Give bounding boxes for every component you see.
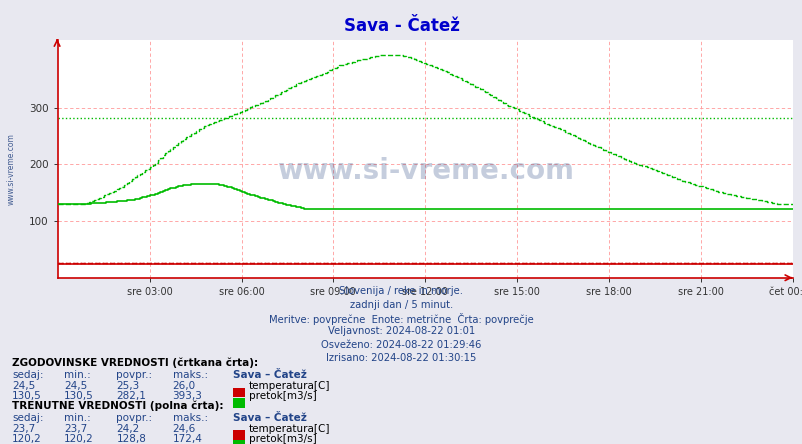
Text: Osveženo: 2024-08-22 01:29:46: Osveženo: 2024-08-22 01:29:46 [321, 340, 481, 350]
Text: 24,5: 24,5 [12, 381, 35, 391]
Text: 24,5: 24,5 [64, 381, 87, 391]
Text: maks.:: maks.: [172, 370, 208, 381]
Text: 23,7: 23,7 [64, 424, 87, 434]
Text: min.:: min.: [64, 370, 91, 381]
Text: Slovenija / reke in morje.: Slovenija / reke in morje. [339, 286, 463, 297]
Text: 282,1: 282,1 [116, 391, 146, 401]
Text: 172,4: 172,4 [172, 434, 202, 444]
Text: sedaj:: sedaj: [12, 370, 43, 381]
Text: 120,2: 120,2 [64, 434, 94, 444]
Text: Sava – Čatež: Sava – Čatež [233, 413, 306, 423]
Text: www.si-vreme.com: www.si-vreme.com [6, 133, 15, 205]
Text: temperatura[C]: temperatura[C] [249, 424, 330, 434]
Text: 120,2: 120,2 [12, 434, 42, 444]
Text: 128,8: 128,8 [116, 434, 146, 444]
Text: 23,7: 23,7 [12, 424, 35, 434]
Text: povpr.:: povpr.: [116, 370, 152, 381]
Text: pretok[m3/s]: pretok[m3/s] [249, 391, 316, 401]
Text: Veljavnost: 2024-08-22 01:01: Veljavnost: 2024-08-22 01:01 [327, 326, 475, 337]
Text: Sava - Čatež: Sava - Čatež [343, 17, 459, 35]
Text: sedaj:: sedaj: [12, 413, 43, 423]
Text: Izrisano: 2024-08-22 01:30:15: Izrisano: 2024-08-22 01:30:15 [326, 353, 476, 363]
Text: temperatura[C]: temperatura[C] [249, 381, 330, 391]
Text: 24,6: 24,6 [172, 424, 196, 434]
Text: 25,3: 25,3 [116, 381, 140, 391]
Text: www.si-vreme.com: www.si-vreme.com [277, 157, 573, 185]
Text: ZGODOVINSKE VREDNOSTI (črtkana črta):: ZGODOVINSKE VREDNOSTI (črtkana črta): [12, 357, 258, 368]
Text: pretok[m3/s]: pretok[m3/s] [249, 434, 316, 444]
Text: povpr.:: povpr.: [116, 413, 152, 423]
Text: Meritve: povprečne  Enote: metrične  Črta: povprečje: Meritve: povprečne Enote: metrične Črta:… [269, 313, 533, 325]
Text: maks.:: maks.: [172, 413, 208, 423]
Text: 130,5: 130,5 [12, 391, 42, 401]
Text: TRENUTNE VREDNOSTI (polna črta):: TRENUTNE VREDNOSTI (polna črta): [12, 400, 223, 411]
Text: 24,2: 24,2 [116, 424, 140, 434]
Text: 26,0: 26,0 [172, 381, 196, 391]
Text: 130,5: 130,5 [64, 391, 94, 401]
Text: Sava – Čatež: Sava – Čatež [233, 370, 306, 381]
Text: 393,3: 393,3 [172, 391, 202, 401]
Text: zadnji dan / 5 minut.: zadnji dan / 5 minut. [350, 300, 452, 310]
Text: min.:: min.: [64, 413, 91, 423]
